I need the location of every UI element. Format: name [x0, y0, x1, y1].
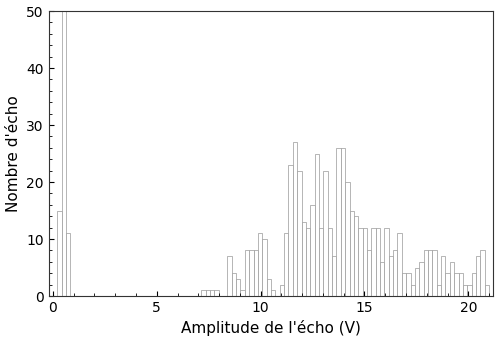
Bar	[472, 273, 476, 296]
Bar	[310, 205, 315, 296]
Bar	[485, 285, 489, 296]
Bar	[406, 273, 411, 296]
Bar	[419, 262, 424, 296]
Bar	[341, 148, 345, 296]
Bar	[428, 250, 433, 296]
Bar	[467, 285, 472, 296]
Bar	[476, 256, 481, 296]
Bar	[62, 11, 66, 296]
Bar	[266, 279, 271, 296]
Bar	[393, 250, 398, 296]
Bar	[345, 182, 349, 296]
Bar	[236, 279, 241, 296]
Bar	[415, 267, 419, 296]
Bar	[66, 233, 70, 296]
Bar	[293, 142, 297, 296]
Bar	[384, 228, 389, 296]
Bar	[463, 285, 467, 296]
Bar	[389, 256, 393, 296]
Bar	[258, 233, 262, 296]
Bar	[424, 250, 428, 296]
Bar	[262, 239, 266, 296]
Bar	[241, 290, 245, 296]
Bar	[398, 233, 402, 296]
Bar	[459, 273, 463, 296]
Bar	[206, 290, 210, 296]
Bar	[215, 290, 219, 296]
Bar	[402, 273, 406, 296]
Bar	[57, 211, 62, 296]
Bar	[315, 154, 319, 296]
Bar	[249, 250, 253, 296]
Bar	[245, 250, 249, 296]
Bar	[228, 256, 232, 296]
Bar	[446, 273, 450, 296]
Bar	[288, 165, 293, 296]
Bar	[253, 250, 258, 296]
Bar	[328, 228, 332, 296]
Bar	[441, 256, 446, 296]
X-axis label: Amplitude de l'écho (V): Amplitude de l'écho (V)	[181, 320, 361, 337]
Bar	[363, 228, 367, 296]
Bar	[232, 273, 236, 296]
Bar	[319, 228, 323, 296]
Bar	[354, 216, 358, 296]
Bar	[376, 228, 380, 296]
Bar	[271, 290, 275, 296]
Bar	[367, 250, 371, 296]
Bar	[336, 148, 341, 296]
Bar	[280, 285, 284, 296]
Bar	[411, 285, 415, 296]
Bar	[481, 250, 485, 296]
Bar	[332, 256, 336, 296]
Bar	[433, 250, 437, 296]
Bar	[454, 273, 459, 296]
Bar	[284, 233, 288, 296]
Bar	[450, 262, 454, 296]
Bar	[349, 211, 354, 296]
Bar	[437, 285, 441, 296]
Bar	[358, 228, 363, 296]
Bar	[201, 290, 206, 296]
Bar	[297, 171, 301, 296]
Bar	[323, 171, 328, 296]
Y-axis label: Nombre d'écho: Nombre d'écho	[5, 95, 20, 212]
Bar	[380, 262, 384, 296]
Bar	[301, 222, 306, 296]
Bar	[306, 228, 310, 296]
Bar	[371, 228, 376, 296]
Bar	[210, 290, 215, 296]
